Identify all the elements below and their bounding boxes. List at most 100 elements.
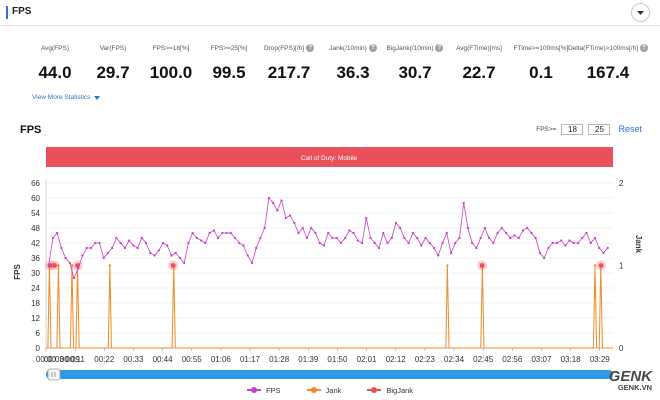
fps-point <box>382 231 385 235</box>
x-tick-label: 00:22 <box>94 355 115 364</box>
stat-avg-fps: Avg(FPS) 44.0 <box>20 42 90 83</box>
fps-point <box>462 201 465 205</box>
stat-value: 0.1 <box>529 63 553 82</box>
info-icon[interactable]: ? <box>640 44 648 52</box>
stat-label: Avg(FTime)[ms] <box>456 44 502 52</box>
fps-point <box>585 231 588 235</box>
fps-point <box>98 241 101 245</box>
fps-point <box>509 236 512 240</box>
stat-value: 36.3 <box>336 63 370 82</box>
fps-point <box>559 239 563 242</box>
x-tick-label-extra: 00:03 <box>44 355 65 364</box>
fps-point <box>466 226 470 230</box>
fps-point <box>602 251 605 255</box>
stat-label: FTime>=100ms[%] <box>513 44 569 52</box>
stat-fps-ge-18: FPS>=18[%] 100.0 <box>136 42 206 83</box>
y-right-tick-label: 0 <box>619 344 624 353</box>
fps-chart[interactable]: Call of Duty: Mobile 0612182430364248546… <box>0 140 660 384</box>
time-range-slider[interactable] <box>46 370 613 379</box>
fps-point <box>318 241 321 245</box>
legend-item-bigjank[interactable]: BigJank <box>367 384 413 396</box>
fps-threshold-input-1[interactable] <box>561 123 584 135</box>
fps-threshold-input-2[interactable] <box>588 123 611 135</box>
stats-row: Avg(FPS) 44.0 Var(FPS) 29.7 FPS>=18[%] 1… <box>0 42 660 92</box>
fps-point <box>72 276 76 280</box>
reset-button[interactable]: Reset <box>618 124 642 134</box>
x-tick-label: 00:55 <box>182 355 203 364</box>
bigjank-point <box>598 263 604 268</box>
y-tick-label: 42 <box>31 239 40 248</box>
fps-point <box>538 251 542 255</box>
fps-point <box>195 236 199 240</box>
slider-handle-left[interactable] <box>47 368 61 381</box>
fps-point <box>174 251 177 255</box>
legend-item-fps[interactable]: FPS <box>246 384 281 396</box>
fps-point <box>259 236 262 240</box>
fps-point <box>403 236 406 240</box>
fps-point <box>276 209 279 212</box>
x-tick-label: 01:17 <box>240 355 261 364</box>
fps-point <box>360 241 364 245</box>
fps-point <box>157 249 160 252</box>
x-tick-label: 02:23 <box>415 355 436 364</box>
fps-point <box>496 231 499 235</box>
stat-avg-ftime: Avg(FTime)[ms] 22.7 <box>444 42 514 83</box>
view-more-label: View More Statistics <box>32 94 91 101</box>
jank-point <box>446 264 449 267</box>
watermark: GENK GENK.VN <box>609 368 652 392</box>
stat-label: FPS>=25[%] <box>210 44 248 52</box>
panel-title: FPS <box>12 6 32 17</box>
watermark-brand: GENK <box>608 368 652 385</box>
x-tick-label: 03:18 <box>561 355 582 364</box>
collapse-button[interactable] <box>631 3 650 22</box>
x-tick-label: 00:11 <box>65 355 85 364</box>
panel-header: FPS <box>0 0 660 26</box>
stat-label: Avg(FPS) <box>40 44 70 52</box>
fps-point <box>327 231 330 235</box>
chart-legend: FPS Jank BigJank <box>0 384 660 396</box>
stat-value: 29.7 <box>96 63 130 82</box>
info-icon[interactable]: ? <box>306 44 315 52</box>
fps-point <box>123 246 127 250</box>
fps-point <box>339 241 343 245</box>
fps-point <box>492 241 495 245</box>
y-tick-label: 60 <box>31 194 40 203</box>
bigjank-point <box>479 263 485 268</box>
bigjank-series <box>44 260 607 271</box>
fps-point <box>55 231 59 235</box>
fps-point <box>399 226 402 230</box>
fps-point <box>589 241 592 245</box>
fps-point <box>343 236 347 240</box>
info-icon[interactable]: ? <box>435 44 444 52</box>
stat-value: 30.7 <box>398 63 432 82</box>
scene-bar[interactable] <box>46 147 613 167</box>
fps-point <box>85 246 88 250</box>
watermark-site: GENK.VN <box>617 383 652 392</box>
legend-item-jank[interactable]: Jank <box>306 384 341 396</box>
legend-label-fps: FPS <box>265 385 281 395</box>
fps-point <box>504 231 508 235</box>
x-tick-label: 02:34 <box>444 355 465 364</box>
fps-point <box>487 236 491 240</box>
stat-jank: Jank(/10min)? 36.3 <box>318 42 388 83</box>
y-tick-label: 66 <box>31 179 40 188</box>
fps-point <box>293 221 296 225</box>
fps-point <box>576 241 580 245</box>
y-right-tick-label: 2 <box>619 179 624 188</box>
view-more-statistics-link[interactable]: View More Statistics <box>32 94 101 101</box>
fps-point <box>127 239 131 242</box>
stat-value: 22.7 <box>462 63 496 82</box>
x-tick-label: 02:01 <box>357 355 378 364</box>
fps-point <box>199 239 203 242</box>
info-icon[interactable]: ? <box>368 44 377 52</box>
fps-point <box>314 231 317 235</box>
fps-point <box>526 226 529 230</box>
fps-point <box>322 244 326 247</box>
fps-point <box>331 236 334 240</box>
fps-point <box>115 236 118 240</box>
legend-swatch-jank <box>306 387 321 393</box>
fps-filter-controls: FPS>= Reset <box>536 123 642 135</box>
fps-point <box>64 256 67 260</box>
fps-point <box>89 246 93 250</box>
fps-point <box>166 244 169 247</box>
